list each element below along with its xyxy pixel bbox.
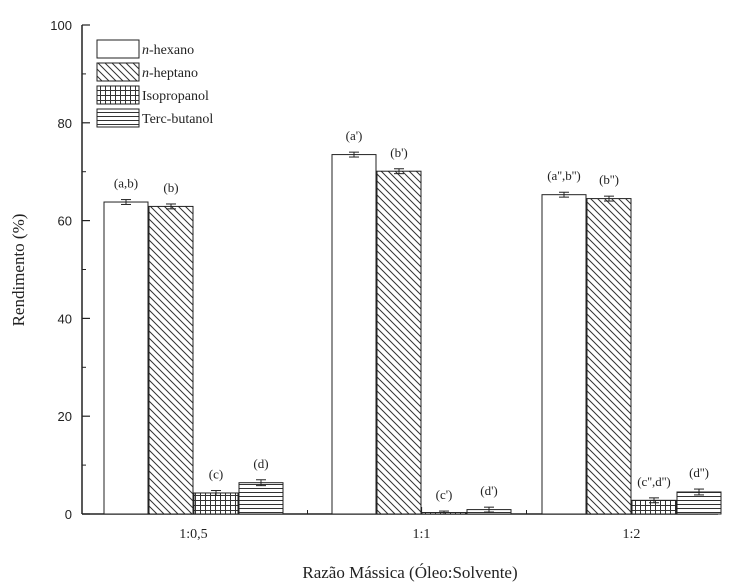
bar-annotation: (d'') [689, 465, 709, 480]
legend-swatch-terc-butanol [96, 108, 140, 128]
bar-annotation: (b'') [599, 172, 619, 187]
x-tick-label: 1:1 [413, 527, 431, 542]
y-tick-label: 20 [58, 409, 72, 424]
legend-label-heptano: n-heptano [142, 66, 198, 81]
bar-n-heptano-0 [148, 205, 194, 515]
bar-annotation: (d) [253, 456, 268, 471]
bar-annotation: (a,b) [114, 176, 138, 191]
legend-label-hexano: n-hexano [142, 43, 194, 58]
x-axis-title: Razão Mássica (Óleo:Solvente) [302, 563, 517, 582]
bar-labels: (a,b) (a') (a'',b'') (b) (b') (b'') (c) (c') (c'… [114, 128, 709, 502]
bar-annotation: (b') [390, 145, 408, 160]
y-tick-label: 100 [50, 18, 72, 33]
legend: n-hexano n-heptano Isopropanol Terc-buta… [96, 39, 213, 128]
bar-annotation: (a') [346, 128, 363, 143]
y-tick-label: 60 [58, 214, 72, 229]
y-axis-title: Rendimento (%) [9, 214, 28, 327]
bar-annotation: (b) [163, 180, 178, 195]
bar-n-hexano-1 [331, 154, 377, 515]
legend-swatch-isopropanol [96, 85, 140, 105]
legend-label-isopropanol: Isopropanol [142, 89, 209, 104]
bar-n-heptano-2 [586, 198, 632, 515]
y-tick-label: 0 [65, 507, 72, 522]
legend-swatch-heptano [96, 62, 140, 82]
x-tick-label: 1:2 [623, 527, 641, 542]
bar-annotation: (c'',d'') [637, 474, 671, 489]
bar-annotation: (a'',b'') [547, 168, 581, 183]
bar-isopropanol-0 [193, 492, 239, 515]
bar-terc-butanol-0 [238, 482, 284, 515]
y-tick-label: 40 [58, 311, 72, 326]
bar-annotation: (c') [436, 487, 453, 502]
bar-n-hexano-0 [103, 201, 149, 515]
x-tick-label: 1:0,5 [179, 527, 207, 542]
bar-annotation: (c) [209, 467, 223, 482]
legend-swatch-hexano [96, 39, 140, 59]
axis-ticks: 0 20 40 60 80 100 1:0,5 1:1 1:2 [50, 18, 640, 542]
y-tick-label: 80 [58, 116, 72, 131]
bar-annotation: (d') [480, 483, 498, 498]
bars [103, 151, 722, 515]
legend-label-terc-butanol: Terc-butanol [142, 112, 213, 127]
bar-n-heptano-1 [376, 170, 422, 515]
bar-n-hexano-2 [541, 194, 587, 515]
